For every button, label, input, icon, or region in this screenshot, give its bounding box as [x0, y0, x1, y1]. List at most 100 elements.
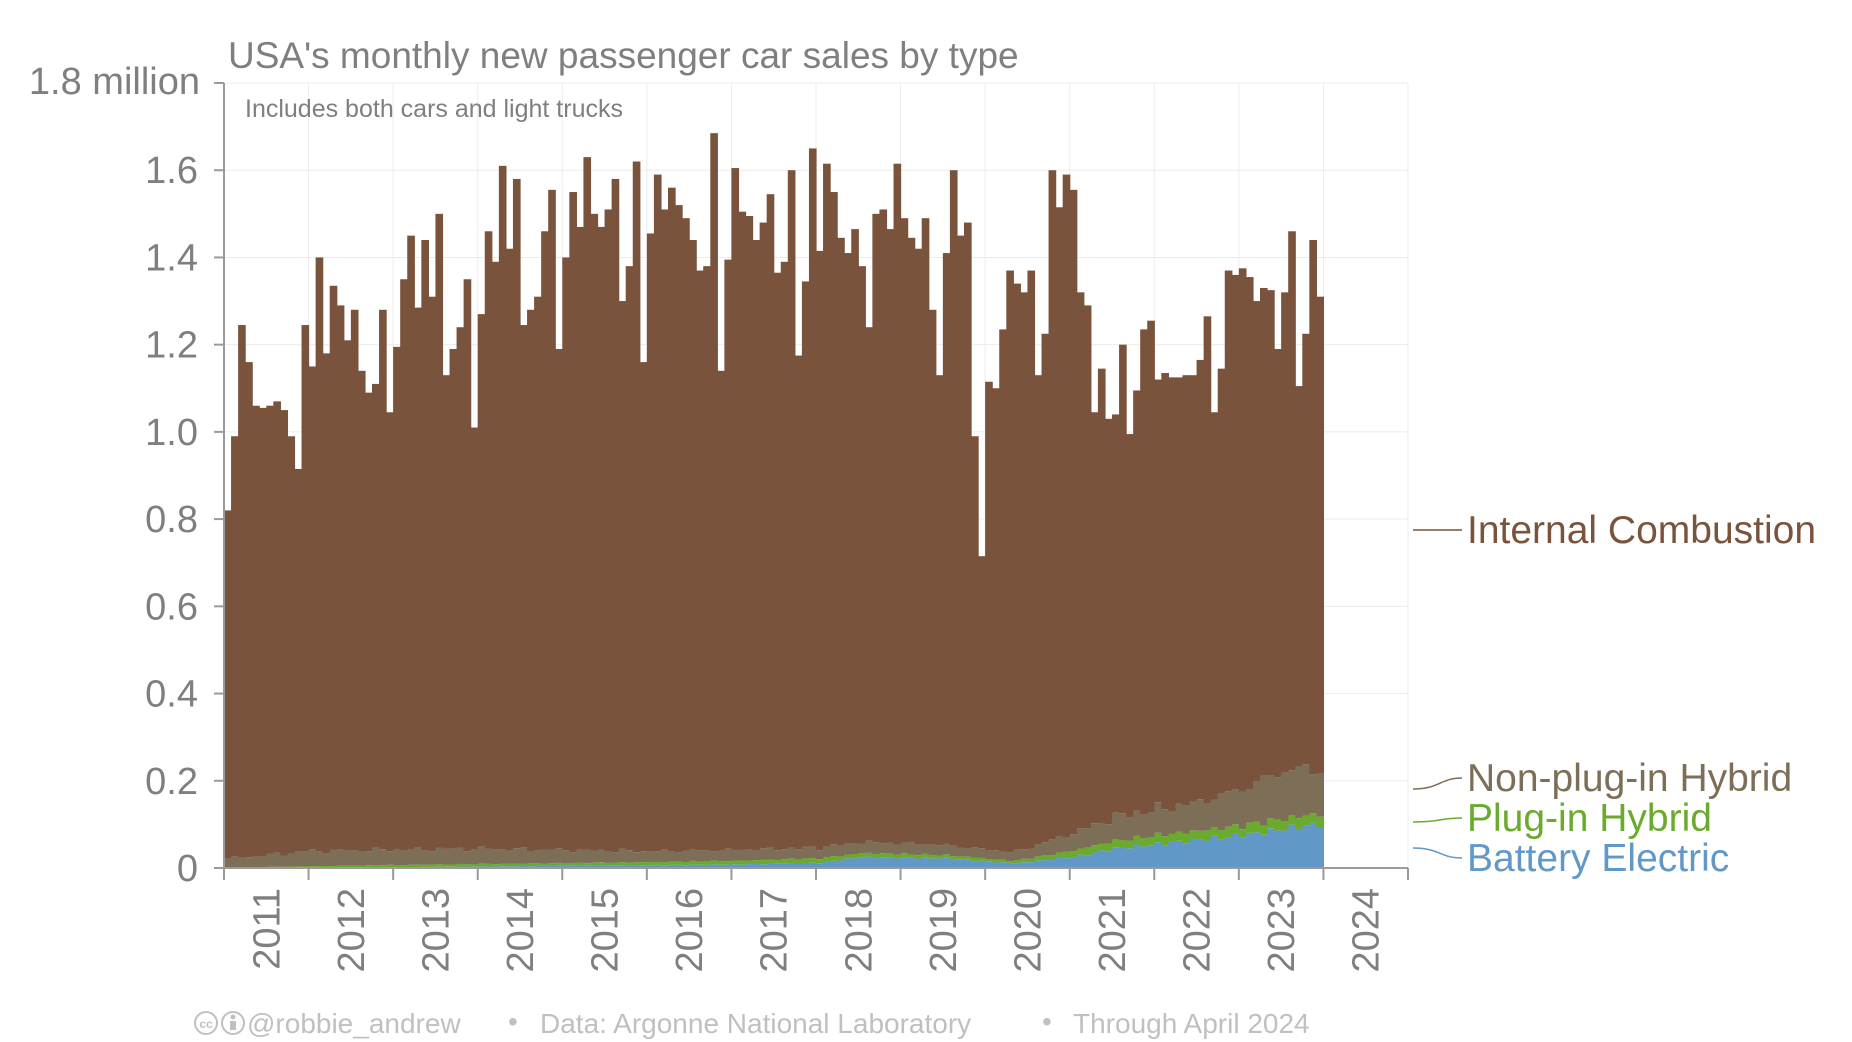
- bar-non-plug-in-hybrid: [1189, 801, 1198, 831]
- bar-non-plug-in-hybrid: [625, 850, 634, 863]
- bar-battery-electric: [956, 859, 965, 868]
- bar-battery-electric: [1168, 841, 1177, 868]
- bar-plug-in-hybrid: [1013, 860, 1021, 864]
- bar-non-plug-in-hybrid: [336, 849, 345, 866]
- bar-internal-combustion: [675, 205, 683, 853]
- bar-plug-in-hybrid: [660, 862, 669, 866]
- bar-battery-electric: [949, 859, 958, 868]
- bar-plug-in-hybrid: [1062, 851, 1071, 859]
- bar-internal-combustion: [484, 231, 493, 849]
- bar-non-plug-in-hybrid: [1203, 803, 1212, 831]
- bar-plug-in-hybrid: [336, 865, 345, 868]
- bar-battery-electric: [604, 865, 613, 868]
- bar-battery-electric: [1274, 830, 1282, 868]
- bar-plug-in-hybrid: [1295, 818, 1303, 830]
- bar-battery-electric: [935, 858, 944, 868]
- bar-internal-combustion: [717, 370, 725, 851]
- bar-internal-combustion: [816, 250, 824, 851]
- legend-plugin-hybrid: Plug-in Hybrid: [1467, 797, 1712, 840]
- bar-internal-combustion: [851, 229, 859, 844]
- bar-internal-combustion: [1041, 333, 1050, 843]
- bar-non-plug-in-hybrid: [1034, 844, 1043, 857]
- bar-internal-combustion: [1020, 292, 1029, 850]
- bar-internal-combustion: [400, 279, 408, 851]
- bar-internal-combustion: [576, 226, 585, 850]
- bar-battery-electric: [992, 862, 1000, 868]
- bar-internal-combustion: [224, 510, 232, 859]
- bar-internal-combustion: [1203, 316, 1212, 804]
- bar-internal-combustion: [308, 366, 317, 850]
- bar-plug-in-hybrid: [696, 861, 704, 865]
- bar-internal-combustion: [463, 279, 472, 852]
- bar-internal-combustion: [773, 272, 782, 851]
- bar-non-plug-in-hybrid: [1076, 828, 1085, 849]
- bar-battery-electric: [1020, 862, 1029, 868]
- bar-internal-combustion: [837, 237, 845, 846]
- bar-internal-combustion: [1006, 270, 1014, 853]
- bar-plug-in-hybrid: [653, 862, 662, 865]
- bar-battery-electric: [668, 864, 676, 868]
- y-tick-label: 1.2: [145, 325, 198, 367]
- legend: Internal Combustion Non-plug-in Hybrid P…: [1412, 509, 1816, 880]
- bar-battery-electric: [893, 858, 902, 868]
- bar-battery-electric: [1260, 834, 1268, 868]
- bar-non-plug-in-hybrid: [1133, 810, 1141, 836]
- bar-internal-combustion: [696, 270, 704, 851]
- bar-internal-combustion: [315, 257, 324, 852]
- bar-non-plug-in-hybrid: [364, 851, 373, 866]
- bar-plug-in-hybrid: [562, 863, 570, 866]
- bar-battery-electric: [576, 865, 585, 868]
- bar-non-plug-in-hybrid: [505, 850, 514, 864]
- bar-plug-in-hybrid: [956, 856, 965, 860]
- bar-non-plug-in-hybrid: [1295, 766, 1303, 819]
- footer: cc @robbie_andrew • Data: Argonne Nation…: [194, 1006, 1310, 1039]
- bar-non-plug-in-hybrid: [808, 846, 817, 858]
- bar-plug-in-hybrid: [1090, 845, 1099, 853]
- bar-internal-combustion: [1048, 170, 1057, 840]
- y-tick-label: 0.8: [145, 499, 198, 541]
- bar-non-plug-in-hybrid: [851, 843, 859, 855]
- bar-plug-in-hybrid: [745, 860, 754, 865]
- bar-non-plug-in-hybrid: [675, 852, 683, 862]
- bar-plug-in-hybrid: [491, 864, 500, 867]
- bar-plug-in-hybrid: [1112, 839, 1120, 848]
- bar-non-plug-in-hybrid: [935, 845, 944, 856]
- bar-internal-combustion: [435, 213, 444, 848]
- bar-battery-electric: [879, 857, 888, 868]
- bar-internal-combustion: [1090, 412, 1099, 824]
- legend-non-plugin-hybrid: Non-plug-in Hybrid: [1467, 757, 1792, 800]
- bar-internal-combustion: [357, 370, 366, 852]
- bar-internal-combustion: [1083, 305, 1092, 829]
- bar-non-plug-in-hybrid: [1013, 849, 1021, 861]
- bar-non-plug-in-hybrid: [1154, 802, 1162, 833]
- bar-plug-in-hybrid: [942, 854, 951, 858]
- bar-non-plug-in-hybrid: [668, 851, 676, 862]
- bar-plug-in-hybrid: [773, 860, 782, 864]
- chart-subtitle: Includes both cars and light trucks: [245, 95, 623, 123]
- bar-battery-electric: [1112, 847, 1120, 868]
- bar-internal-combustion: [625, 266, 634, 851]
- bar-battery-electric: [745, 864, 754, 868]
- bar-plug-in-hybrid: [759, 859, 768, 865]
- bar-internal-combustion: [470, 427, 479, 850]
- bar-non-plug-in-hybrid: [590, 850, 599, 863]
- bar-internal-combustion: [653, 174, 662, 852]
- bar-plug-in-hybrid: [350, 865, 359, 868]
- bar-internal-combustion: [738, 211, 747, 850]
- bar-non-plug-in-hybrid: [858, 843, 866, 854]
- bar-non-plug-in-hybrid: [386, 851, 394, 865]
- bar-battery-electric: [1316, 828, 1325, 868]
- bar-plug-in-hybrid: [879, 853, 888, 858]
- bar-battery-electric: [597, 865, 606, 868]
- bar-internal-combustion: [1295, 386, 1303, 767]
- bar-plug-in-hybrid: [357, 865, 366, 868]
- bar-plug-in-hybrid: [1182, 833, 1191, 844]
- bar-plug-in-hybrid: [830, 856, 838, 861]
- bar-non-plug-in-hybrid: [1090, 823, 1099, 846]
- bar-non-plug-in-hybrid: [393, 849, 401, 866]
- bar-internal-combustion: [294, 468, 303, 852]
- bar-non-plug-in-hybrid: [1069, 834, 1078, 852]
- bar-non-plug-in-hybrid: [491, 849, 500, 865]
- bar-internal-combustion: [1069, 189, 1078, 835]
- bar-plug-in-hybrid: [1281, 821, 1289, 831]
